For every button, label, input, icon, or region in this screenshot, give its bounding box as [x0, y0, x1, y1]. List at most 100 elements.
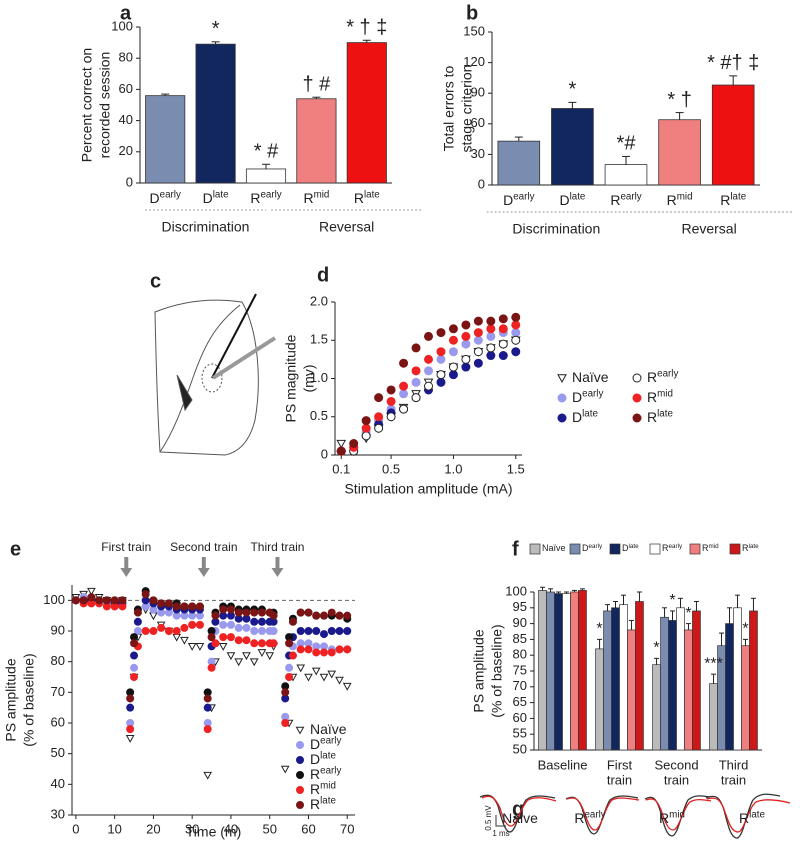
marker	[312, 648, 321, 657]
legend-label-text: Naïve	[542, 543, 566, 553]
category-label: Dlate	[559, 191, 585, 208]
y-tick-label: 60	[471, 115, 485, 130]
marker	[557, 374, 567, 384]
y-tick-label: 60	[513, 710, 527, 725]
y-tick-label: 75	[513, 662, 527, 677]
legend-label-text: D	[310, 736, 320, 752]
bar	[562, 593, 571, 751]
category-label-text: D	[503, 192, 513, 208]
marker	[311, 667, 321, 676]
marker	[486, 351, 496, 361]
y-tick-label: 90	[51, 622, 65, 637]
legend-label-text: R	[310, 796, 320, 812]
legend-label: Dearly	[572, 388, 603, 405]
category-label: Rlate	[720, 191, 746, 208]
bar	[668, 620, 677, 751]
bar	[635, 601, 644, 751]
marker	[130, 663, 139, 672]
x-tick-label: 0.1	[332, 461, 350, 476]
bar	[546, 591, 555, 751]
legend-label: Rlate	[310, 795, 336, 812]
legend-label: Rearly	[662, 543, 683, 554]
legend-label-sup: late	[749, 543, 760, 550]
marker	[304, 627, 313, 635]
bar	[611, 607, 620, 751]
marker	[319, 611, 328, 620]
marker	[327, 608, 336, 617]
marker	[304, 645, 313, 654]
marker	[219, 605, 228, 614]
significance: * #† ‡	[707, 52, 759, 74]
bar	[554, 593, 563, 751]
annotation-arrowhead	[271, 568, 284, 577]
legend-label-text: R	[647, 389, 657, 405]
trace-label-text: R	[574, 810, 584, 826]
y-tick-label: 100	[111, 18, 133, 33]
legend-label: Rmid	[310, 780, 336, 797]
marker	[448, 370, 458, 380]
marker	[327, 627, 336, 635]
category-label: Dlate	[203, 189, 229, 206]
panel-label: c	[150, 270, 161, 292]
marker	[211, 611, 220, 620]
marker	[436, 370, 446, 380]
marker	[424, 381, 433, 391]
marker	[288, 617, 297, 626]
marker	[319, 630, 328, 639]
traces	[479, 793, 791, 839]
legend-label: Rearly	[310, 765, 341, 782]
marker	[296, 627, 305, 635]
marker	[511, 328, 521, 338]
marker	[126, 694, 135, 703]
marker	[342, 682, 352, 691]
marker	[141, 627, 150, 635]
marker	[269, 611, 278, 620]
bar	[604, 164, 648, 186]
marker	[281, 688, 290, 697]
marker	[87, 587, 96, 596]
marker	[257, 608, 266, 617]
marker	[87, 593, 96, 602]
marker	[285, 639, 294, 648]
marker	[312, 611, 321, 620]
trace-label-text: Naive	[502, 810, 538, 826]
marker	[335, 645, 344, 654]
marker	[448, 324, 458, 334]
bar	[660, 616, 669, 751]
y-tick-label: 0	[478, 176, 485, 191]
y-tick-label: 1.0	[310, 370, 328, 385]
marker	[349, 439, 359, 449]
significance: *	[669, 592, 675, 609]
marker	[424, 331, 433, 341]
y-tick-label: 55	[513, 726, 527, 741]
annotation-arrowhead	[197, 568, 210, 577]
marker	[319, 673, 329, 682]
x-tick-label: 40	[224, 821, 238, 836]
trace-label: Rearly	[574, 809, 605, 826]
marker	[242, 608, 251, 617]
marker	[436, 377, 446, 387]
marker	[335, 676, 344, 685]
y-tick-label: 30	[51, 806, 65, 821]
marker	[473, 358, 483, 368]
legend-label-sup: late	[657, 408, 673, 419]
legend-label-sup: early	[669, 543, 683, 550]
category-label: Baseline	[538, 757, 588, 772]
marker	[448, 335, 458, 345]
legend-label: Dlate	[310, 750, 336, 767]
category-label-sup: early	[513, 191, 534, 202]
category-label-text: R	[610, 192, 620, 208]
marker	[250, 608, 259, 617]
group-label: Discrimination	[512, 221, 600, 237]
y-axis-label: PS amplitude	[3, 658, 19, 741]
marker	[296, 608, 305, 617]
y-tick-label: 2.0	[310, 293, 328, 308]
y-tick-label: 0.5	[310, 408, 328, 423]
marker	[188, 620, 197, 629]
marker	[557, 413, 567, 423]
legend-label-sup: mid	[657, 388, 673, 399]
marker	[79, 596, 88, 605]
trace-label-text: R	[739, 810, 749, 826]
marker	[203, 725, 212, 734]
legend-label: Naïve	[542, 543, 566, 553]
